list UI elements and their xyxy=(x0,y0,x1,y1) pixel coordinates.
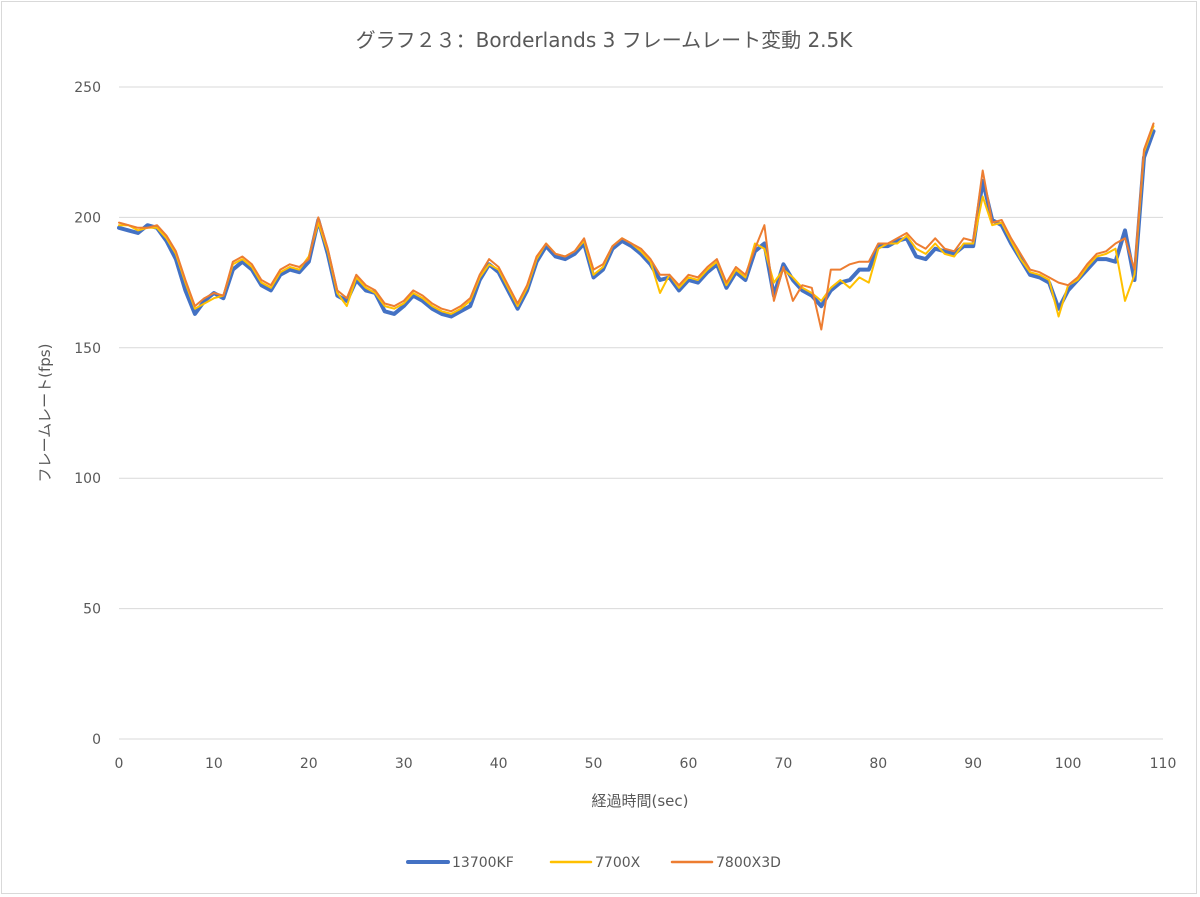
series-lines xyxy=(117,122,1156,331)
y-tick-labels: 0 50 100 150 200 250 xyxy=(74,80,101,748)
x-tick-label: 40 xyxy=(490,756,508,772)
series-line-3 xyxy=(118,122,1155,331)
y-tick-label: 150 xyxy=(74,341,101,357)
series-line-1 xyxy=(117,129,1156,319)
legend-label: 7700X xyxy=(595,855,641,871)
x-tick-label: 80 xyxy=(869,756,887,772)
series-line-2 xyxy=(118,125,1155,318)
y-tick-label: 200 xyxy=(74,210,101,226)
chart-title: グラフ２３：Borderlands 3 フレームレート変動 2.5K xyxy=(356,28,854,52)
legend-label: 7800X3D xyxy=(716,855,781,871)
y-tick-label: 100 xyxy=(74,471,101,487)
x-tick-label: 110 xyxy=(1150,756,1177,772)
legend: 13700KF 7700X 7800X3D xyxy=(406,855,781,871)
x-tick-labels: 0 10 20 30 40 50 60 70 80 90 100 110 xyxy=(115,756,1177,772)
y-tick-label: 50 xyxy=(83,602,101,618)
x-axis-title: 経過時間(sec) xyxy=(592,792,689,810)
x-tick-label: 50 xyxy=(585,756,603,772)
x-tick-label: 0 xyxy=(115,756,124,772)
x-tick-label: 60 xyxy=(680,756,698,772)
legend-label: 13700KF xyxy=(452,855,514,871)
y-tick-label: 0 xyxy=(92,732,101,748)
x-tick-label: 30 xyxy=(395,756,413,772)
x-tick-label: 70 xyxy=(774,756,792,772)
x-tick-label: 90 xyxy=(964,756,982,772)
x-tick-label: 20 xyxy=(300,756,318,772)
x-tick-label: 100 xyxy=(1055,756,1082,772)
y-tick-label: 250 xyxy=(74,80,101,96)
gridlines xyxy=(119,86,1163,740)
x-tick-label: 10 xyxy=(205,756,223,772)
y-axis-title: フレームレート(fps) xyxy=(36,344,54,483)
